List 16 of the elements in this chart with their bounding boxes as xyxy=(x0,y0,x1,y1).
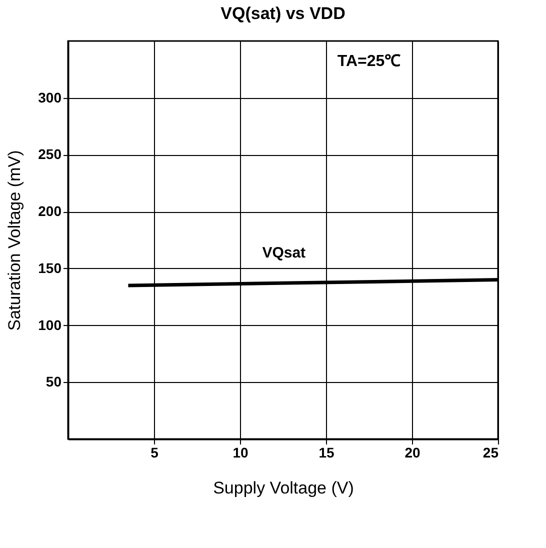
y-tick-label: 50 xyxy=(46,374,62,390)
y-tick-label: 100 xyxy=(38,316,62,333)
series-label: VQsat xyxy=(262,244,306,262)
annotation: TA=25℃ xyxy=(337,53,401,70)
x-tick-label: 15 xyxy=(318,444,334,460)
x-tick-label: 10 xyxy=(232,444,248,460)
y-tick-label: 200 xyxy=(38,203,62,220)
y-tick-label: 300 xyxy=(38,89,62,106)
y-tick-label: 250 xyxy=(38,146,62,162)
x-tick-label: 5 xyxy=(150,444,159,460)
x-axis-title: Supply Voltage (V) xyxy=(213,478,354,498)
x-tick-label: 25 xyxy=(482,444,499,460)
y-tick-label: 150 xyxy=(38,260,62,276)
chart-title: VQ(sat) vs VDD xyxy=(220,4,346,23)
y-axis-title: Saturation Voltage (mV) xyxy=(5,150,24,331)
x-tick-label: 20 xyxy=(404,444,420,460)
